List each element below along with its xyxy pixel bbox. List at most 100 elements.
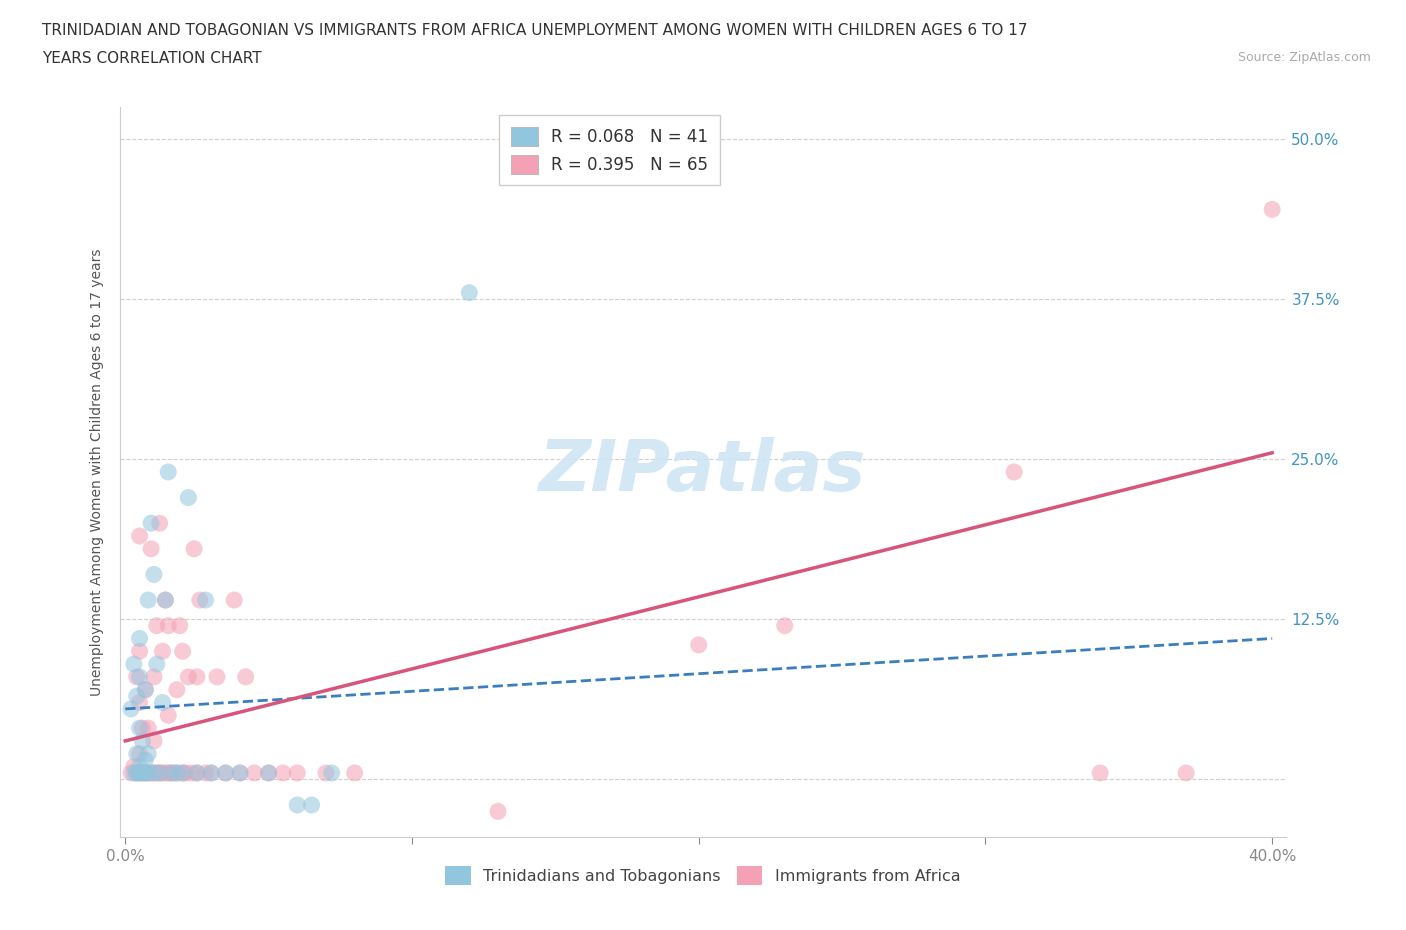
Point — [257, 765, 280, 780]
Point — [773, 618, 796, 633]
Point — [152, 765, 174, 780]
Point — [128, 670, 150, 684]
Point — [122, 765, 145, 780]
Point — [301, 798, 323, 813]
Text: ZIPatlas: ZIPatlas — [540, 437, 866, 507]
Point — [166, 683, 188, 698]
Point — [142, 567, 165, 582]
Point — [157, 465, 180, 480]
Point — [128, 759, 150, 774]
Point — [186, 765, 208, 780]
Point — [142, 670, 165, 684]
Point — [166, 765, 188, 780]
Point — [149, 765, 172, 780]
Point — [155, 592, 177, 607]
Point — [146, 618, 169, 633]
Point — [152, 644, 174, 658]
Point — [149, 516, 172, 531]
Text: Source: ZipAtlas.com: Source: ZipAtlas.com — [1237, 51, 1371, 64]
Point — [128, 721, 150, 736]
Text: YEARS CORRELATION CHART: YEARS CORRELATION CHART — [42, 51, 262, 66]
Point — [205, 670, 228, 684]
Point — [134, 765, 156, 780]
Point — [1175, 765, 1198, 780]
Point — [142, 734, 165, 749]
Point — [146, 657, 169, 671]
Point — [136, 765, 159, 780]
Point — [131, 734, 153, 749]
Point — [172, 765, 194, 780]
Point — [174, 765, 197, 780]
Point — [134, 683, 156, 698]
Point — [136, 765, 159, 780]
Point — [486, 804, 509, 818]
Point — [142, 765, 165, 780]
Point — [186, 670, 208, 684]
Point — [136, 592, 159, 607]
Point — [229, 765, 252, 780]
Point — [128, 644, 150, 658]
Point — [134, 752, 156, 767]
Point — [177, 670, 200, 684]
Point — [188, 592, 211, 607]
Point — [131, 765, 153, 780]
Point — [131, 721, 153, 736]
Point — [229, 765, 252, 780]
Point — [157, 765, 180, 780]
Point — [128, 765, 150, 780]
Point — [157, 618, 180, 633]
Point — [125, 765, 148, 780]
Point — [166, 765, 188, 780]
Point — [458, 286, 481, 300]
Point — [139, 765, 162, 780]
Point — [271, 765, 294, 780]
Point — [128, 631, 150, 646]
Point — [155, 765, 177, 780]
Point — [224, 592, 246, 607]
Point — [177, 490, 200, 505]
Point — [139, 541, 162, 556]
Point — [160, 765, 183, 780]
Point — [200, 765, 222, 780]
Point — [136, 746, 159, 761]
Point — [131, 765, 153, 780]
Point — [160, 765, 183, 780]
Point — [688, 637, 710, 652]
Point — [1088, 765, 1111, 780]
Point — [163, 765, 186, 780]
Point — [128, 695, 150, 710]
Point — [214, 765, 236, 780]
Point — [125, 689, 148, 704]
Point — [183, 541, 205, 556]
Point — [194, 765, 217, 780]
Point — [257, 765, 280, 780]
Point — [285, 765, 308, 780]
Legend: Trinidadians and Tobagonians, Immigrants from Africa: Trinidadians and Tobagonians, Immigrants… — [439, 860, 967, 891]
Point — [200, 765, 222, 780]
Point — [1002, 465, 1025, 480]
Point — [134, 683, 156, 698]
Point — [125, 746, 148, 761]
Point — [186, 765, 208, 780]
Point — [235, 670, 257, 684]
Point — [321, 765, 343, 780]
Point — [139, 516, 162, 531]
Point — [172, 765, 194, 780]
Point — [128, 746, 150, 761]
Point — [1261, 202, 1284, 217]
Point — [194, 592, 217, 607]
Point — [315, 765, 337, 780]
Point — [120, 765, 142, 780]
Point — [149, 765, 172, 780]
Point — [120, 701, 142, 716]
Point — [180, 765, 202, 780]
Point — [136, 721, 159, 736]
Point — [169, 618, 191, 633]
Point — [157, 708, 180, 723]
Y-axis label: Unemployment Among Women with Children Ages 6 to 17 years: Unemployment Among Women with Children A… — [90, 248, 104, 696]
Point — [152, 695, 174, 710]
Point — [134, 765, 156, 780]
Point — [128, 765, 150, 780]
Point — [214, 765, 236, 780]
Point — [243, 765, 266, 780]
